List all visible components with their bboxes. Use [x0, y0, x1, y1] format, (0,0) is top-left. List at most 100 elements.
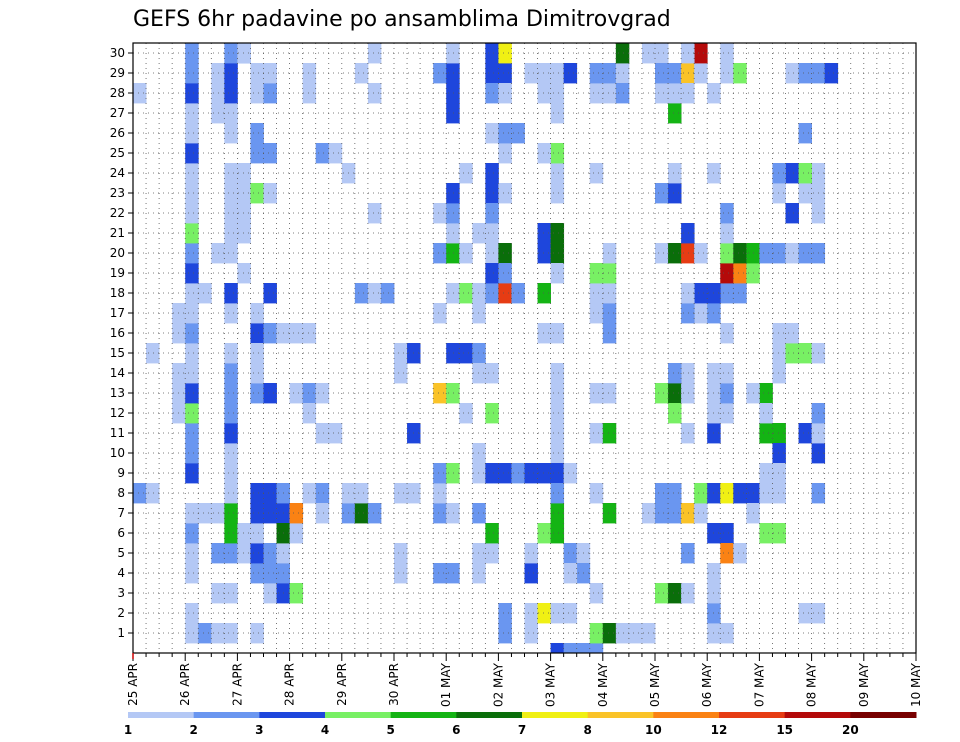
heatmap-cell [798, 243, 812, 264]
heatmap-cell [250, 623, 264, 644]
heatmap-cell [315, 383, 330, 404]
heatmap-cell [498, 243, 512, 264]
heatmap-cell [472, 543, 486, 564]
heatmap-cell [720, 223, 734, 244]
heatmap-cell [433, 503, 447, 524]
heatmap-cell [446, 343, 460, 364]
grid-lines [133, 43, 916, 653]
y-tick-label: 4 [117, 566, 125, 580]
heatmap-cell [367, 503, 382, 524]
heatmap-cell [367, 43, 382, 64]
y-tick-label: 11 [110, 426, 125, 440]
heatmap-cell [446, 383, 460, 404]
heatmap-cell [563, 543, 578, 564]
y-tick-label: 26 [110, 126, 125, 140]
heatmap-cell [446, 463, 460, 484]
heatmap-cell [185, 303, 199, 324]
heatmap-cell [302, 83, 317, 104]
heatmap-cell [655, 63, 669, 84]
heatmap-cell [394, 543, 408, 564]
y-tick-label: 12 [110, 406, 125, 420]
heatmap-cell [537, 63, 551, 84]
heatmap-cell [446, 83, 460, 104]
heatmap-cell [185, 63, 199, 84]
heatmap-cell [615, 63, 630, 84]
heatmap-cell [185, 283, 199, 304]
heatmap-cell [655, 183, 669, 204]
heatmap-cell [785, 343, 799, 364]
heatmap-cell [250, 563, 264, 584]
heatmap-cell [446, 183, 460, 204]
heatmap-cell [289, 383, 304, 404]
heatmap-cell [550, 143, 565, 164]
heatmap-cell [250, 303, 264, 324]
heatmap-cell [459, 243, 473, 264]
heatmap-cell [433, 483, 447, 504]
heatmap-cell [185, 203, 199, 224]
heatmap-cell [302, 483, 317, 504]
heatmap-cell [785, 243, 799, 264]
legend-label: 7 [518, 723, 526, 737]
heatmap-cell [485, 263, 499, 284]
heatmap-cell [550, 383, 565, 404]
heatmap-cell [263, 63, 277, 84]
heatmap-cell [485, 43, 499, 64]
legend-swatch [456, 712, 523, 718]
heatmap-cell [602, 283, 617, 304]
heatmap-cell [720, 363, 734, 384]
legend-swatch [259, 712, 326, 718]
heatmap-cell [185, 223, 199, 244]
heatmap-cell [446, 563, 460, 584]
heatmap-cell [681, 63, 695, 84]
heatmap-cell [446, 243, 460, 264]
heatmap-cell [733, 483, 747, 504]
heatmap-cell [785, 163, 799, 184]
heatmap-cell [498, 83, 512, 104]
heatmap-cell [655, 383, 669, 404]
heatmap-cell [315, 423, 330, 444]
y-tick-label: 27 [110, 106, 125, 120]
heatmap-cell [589, 63, 604, 84]
heatmap-cell [224, 363, 238, 384]
y-tick-label: 14 [110, 366, 125, 380]
heatmap-cell [250, 83, 264, 104]
y-tick-label: 2 [117, 606, 125, 620]
heatmap-cell [537, 83, 551, 104]
heatmap-cell [250, 143, 264, 164]
heatmap-cell [446, 63, 460, 84]
legend-label: 4 [321, 723, 329, 737]
heatmap-cell [237, 523, 251, 544]
y-tick-label: 17 [110, 306, 125, 320]
y-tick-label: 3 [117, 586, 125, 600]
y-tick-label: 22 [110, 206, 125, 220]
heatmap-cell [668, 383, 682, 404]
heatmap-cell [433, 463, 447, 484]
heatmap-cell [224, 43, 238, 64]
heatmap-cell [354, 63, 369, 84]
heatmap-cell [681, 423, 695, 444]
heatmap-cell [550, 363, 565, 384]
heatmap-cell [250, 383, 264, 404]
heatmap-cell [185, 423, 199, 444]
heatmap-cell [694, 63, 708, 84]
heatmap-cell [289, 323, 304, 344]
heatmap-cell [485, 163, 499, 184]
heatmap-cell [315, 143, 330, 164]
heatmap-cell [367, 83, 382, 104]
heatmap-cell [550, 103, 565, 124]
heatmap-cell [146, 343, 160, 364]
heatmap-cell [472, 223, 486, 244]
heatmap-cell [250, 123, 264, 144]
heatmap-cell [550, 263, 565, 284]
heatmap-cell [367, 283, 382, 304]
heatmap-cell [589, 583, 604, 604]
legend-label: 10 [645, 723, 662, 737]
heatmap-cell [772, 423, 786, 444]
y-tick-label: 16 [110, 326, 125, 340]
y-tick-label: 28 [110, 86, 125, 100]
heatmap-cell [472, 463, 486, 484]
heatmap-cell [133, 483, 147, 504]
heatmap-cell [433, 63, 447, 84]
x-tick-label: 04 MAY [596, 662, 610, 707]
